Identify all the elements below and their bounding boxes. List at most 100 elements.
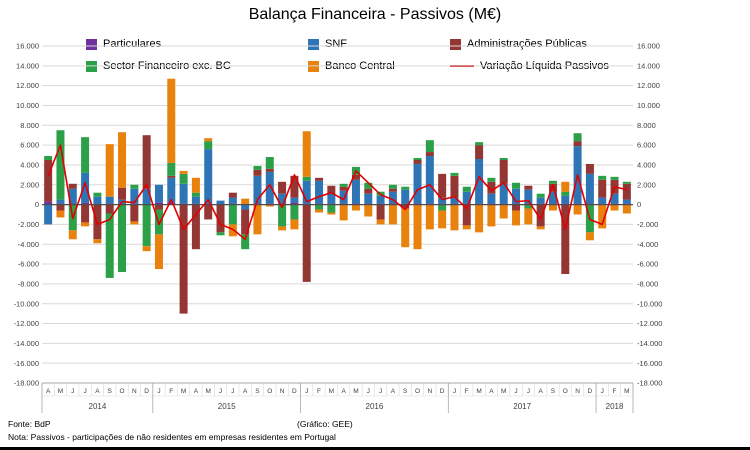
svg-text:8.000: 8.000 bbox=[20, 121, 39, 130]
svg-text:-6.000: -6.000 bbox=[18, 260, 39, 269]
legend-swatch-particulares bbox=[86, 38, 97, 50]
svg-text:0: 0 bbox=[35, 200, 39, 209]
svg-text:O: O bbox=[563, 388, 568, 395]
svg-text:-14.000: -14.000 bbox=[637, 339, 662, 348]
svg-text:A: A bbox=[538, 388, 543, 395]
svg-text:N: N bbox=[427, 388, 432, 395]
footer-note: Nota: Passivos - participações de não re… bbox=[8, 432, 336, 442]
svg-text:N: N bbox=[280, 388, 285, 395]
svg-text:J: J bbox=[367, 388, 370, 395]
svg-text:J: J bbox=[379, 388, 382, 395]
svg-text:S: S bbox=[403, 388, 408, 395]
svg-text:16.000: 16.000 bbox=[16, 42, 39, 51]
svg-text:8.000: 8.000 bbox=[637, 121, 656, 130]
svg-text:A: A bbox=[194, 388, 199, 395]
svg-text:2018: 2018 bbox=[606, 402, 624, 411]
legend-label-snf: SNF bbox=[325, 38, 347, 50]
svg-text:O: O bbox=[267, 388, 272, 395]
legend-swatch-administracoes-publicas bbox=[450, 38, 461, 50]
svg-text:10.000: 10.000 bbox=[16, 101, 39, 110]
svg-text:J: J bbox=[601, 388, 604, 395]
svg-text:-10.000: -10.000 bbox=[14, 299, 39, 308]
page-title: Balança Financeira - Passivos (M€) bbox=[248, 6, 502, 23]
svg-text:-4.000: -4.000 bbox=[637, 240, 658, 249]
svg-text:-16.000: -16.000 bbox=[637, 359, 662, 368]
svg-text:J: J bbox=[219, 388, 222, 395]
svg-text:F: F bbox=[465, 388, 469, 395]
svg-text:A: A bbox=[489, 388, 494, 395]
svg-text:O: O bbox=[415, 388, 420, 395]
legend-label-particulares: Particulares bbox=[103, 38, 162, 50]
svg-text:A: A bbox=[341, 388, 346, 395]
svg-text:S: S bbox=[108, 388, 113, 395]
bottom-border bbox=[0, 447, 750, 450]
svg-text:F: F bbox=[169, 388, 173, 395]
svg-text:2.000: 2.000 bbox=[20, 180, 39, 189]
svg-text:M: M bbox=[329, 388, 334, 395]
svg-text:S: S bbox=[551, 388, 556, 395]
svg-text:A: A bbox=[95, 388, 100, 395]
svg-text:6.000: 6.000 bbox=[20, 141, 39, 150]
svg-text:J: J bbox=[453, 388, 456, 395]
svg-text:M: M bbox=[624, 388, 629, 395]
svg-text:M: M bbox=[501, 388, 506, 395]
svg-text:J: J bbox=[231, 388, 234, 395]
legend-swatch-snf bbox=[308, 38, 319, 50]
svg-text:14.000: 14.000 bbox=[16, 61, 39, 70]
svg-text:N: N bbox=[132, 388, 137, 395]
svg-text:2014: 2014 bbox=[89, 402, 107, 411]
line-series bbox=[47, 144, 628, 241]
svg-text:A: A bbox=[46, 388, 51, 395]
svg-text:J: J bbox=[83, 388, 86, 395]
svg-text:-12.000: -12.000 bbox=[14, 319, 39, 328]
svg-text:A: A bbox=[391, 388, 396, 395]
svg-text:M: M bbox=[58, 388, 63, 395]
svg-text:D: D bbox=[144, 388, 149, 395]
svg-text:D: D bbox=[292, 388, 297, 395]
svg-text:4.000: 4.000 bbox=[637, 161, 656, 170]
svg-text:J: J bbox=[157, 388, 160, 395]
svg-text:-4.000: -4.000 bbox=[18, 240, 39, 249]
svg-text:D: D bbox=[588, 388, 593, 395]
svg-text:4.000: 4.000 bbox=[20, 161, 39, 170]
svg-text:2.000: 2.000 bbox=[637, 180, 656, 189]
svg-text:-18.000: -18.000 bbox=[14, 379, 39, 388]
svg-text:-2.000: -2.000 bbox=[18, 220, 39, 229]
svg-text:-16.000: -16.000 bbox=[14, 359, 39, 368]
svg-text:2017: 2017 bbox=[513, 402, 531, 411]
svg-text:0: 0 bbox=[637, 200, 641, 209]
legend-label-administracoes-publicas: Administrações Públicas bbox=[467, 38, 587, 50]
svg-text:12.000: 12.000 bbox=[16, 81, 39, 90]
svg-text:M: M bbox=[206, 388, 211, 395]
svg-text:10.000: 10.000 bbox=[637, 101, 660, 110]
svg-text:14.000: 14.000 bbox=[637, 61, 660, 70]
svg-text:F: F bbox=[613, 388, 617, 395]
svg-text:-12.000: -12.000 bbox=[637, 319, 662, 328]
svg-text:J: J bbox=[71, 388, 74, 395]
legend-item-administracoes-publicas: Administrações Públicas bbox=[450, 38, 609, 50]
svg-text:F: F bbox=[317, 388, 321, 395]
svg-text:J: J bbox=[527, 388, 530, 395]
svg-text:M: M bbox=[181, 388, 186, 395]
svg-text:S: S bbox=[255, 388, 260, 395]
svg-text:-14.000: -14.000 bbox=[14, 339, 39, 348]
svg-text:A: A bbox=[243, 388, 248, 395]
svg-text:D: D bbox=[440, 388, 445, 395]
footer-source: Fonte: BdP bbox=[8, 419, 51, 429]
svg-text:J: J bbox=[305, 388, 308, 395]
svg-text:-8.000: -8.000 bbox=[18, 279, 39, 288]
bars-group bbox=[44, 78, 631, 314]
svg-text:J: J bbox=[514, 388, 517, 395]
svg-text:16.000: 16.000 bbox=[637, 42, 660, 51]
svg-text:-8.000: -8.000 bbox=[637, 279, 658, 288]
svg-text:2016: 2016 bbox=[366, 402, 384, 411]
svg-text:6.000: 6.000 bbox=[637, 141, 656, 150]
svg-text:-2.000: -2.000 bbox=[637, 220, 658, 229]
svg-text:12.000: 12.000 bbox=[637, 81, 660, 90]
svg-text:N: N bbox=[575, 388, 580, 395]
footer-credit: (Gráfico: GEE) bbox=[297, 419, 353, 429]
svg-text:M: M bbox=[476, 388, 481, 395]
